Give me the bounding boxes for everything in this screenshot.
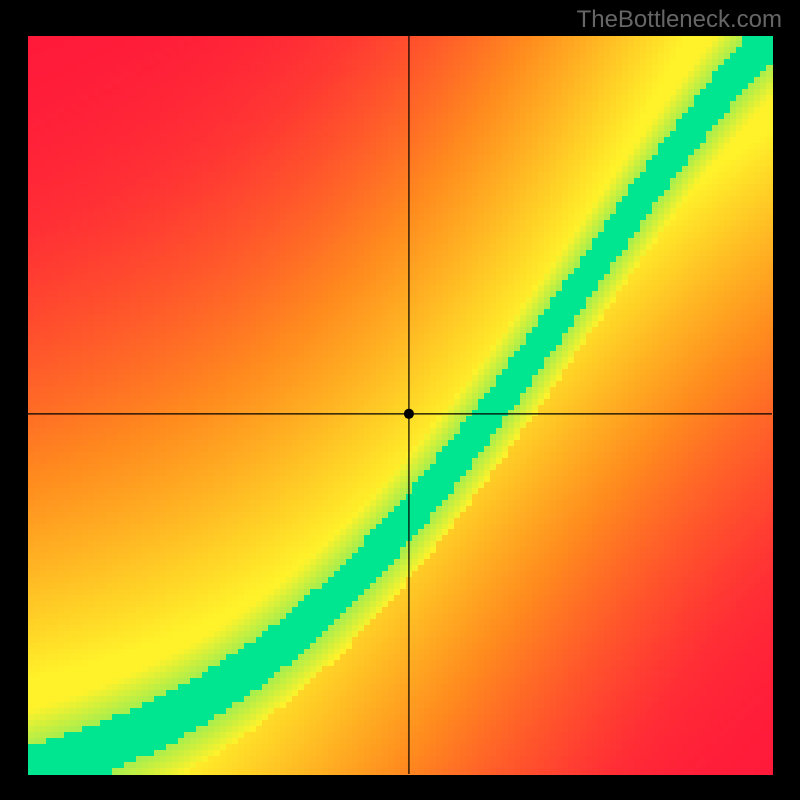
watermark-text: TheBottleneck.com [577, 6, 782, 34]
bottleneck-heatmap [0, 0, 800, 800]
